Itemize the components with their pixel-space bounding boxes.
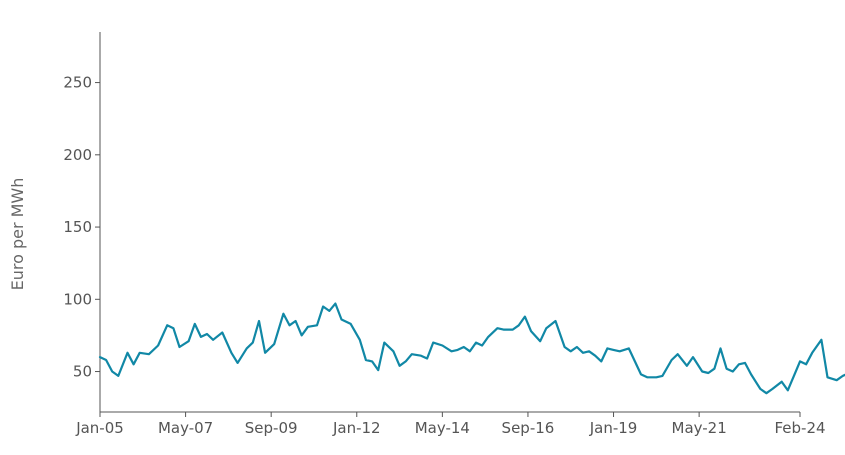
x-tick-label: May-14 (415, 419, 470, 437)
y-tick-label: 200 (63, 146, 92, 164)
series-line-dog (98, 302, 845, 395)
x-tick-label: Jan-05 (75, 419, 124, 437)
y-tick-label: 100 (63, 290, 92, 308)
series-layer: DOG (98, 302, 845, 395)
x-tick-label: May-21 (672, 419, 727, 437)
x-tick-label: Jan-19 (589, 419, 638, 437)
x-tick-label: Sep-16 (502, 419, 555, 437)
y-tick-label: 50 (73, 363, 92, 381)
x-tick-label: May-07 (158, 419, 213, 437)
y-tick-label: 250 (63, 74, 92, 92)
y-tick-label: 150 (63, 218, 92, 236)
x-axis: Jan-05 May-07 Sep-09 Jan-12 May-14 Sep-16 Jan-… (75, 411, 826, 437)
x-tick-label: Jan-12 (332, 419, 381, 437)
y-axis-title: Euro per MWh (8, 178, 27, 291)
y-axis: 50 100 150 200 250 (63, 32, 101, 412)
x-tick-label: Feb-24 (774, 419, 825, 437)
x-tick-label: Sep-09 (245, 419, 298, 437)
